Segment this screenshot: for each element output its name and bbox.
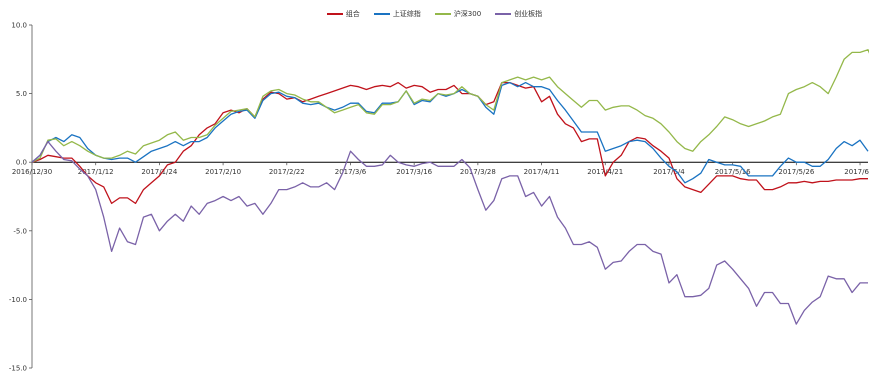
series-line-4 [31,140,868,325]
y-tick-label: 0.0 [16,159,27,167]
x-tick-label: 2017/5/26 [778,168,814,176]
legend-item: 创业板指 [495,9,542,19]
series-line-3 [31,49,869,163]
y-tick-label: 10.0 [11,22,27,30]
chart-legend: 组合 上证综指 沪深300 创业板指 [0,9,869,19]
x-tick-label: 2017/1/12 [78,168,114,176]
x-tick-label: 2017/3/16 [396,168,432,176]
x-tick-label: 2017/1/24 [141,168,177,176]
x-tick-label: 2017/3/28 [460,168,496,176]
legend-label: 沪深300 [453,10,482,18]
legend-item: 沪深300 [434,9,482,19]
legend-item: 上证综指 [373,9,421,19]
legend-label: 创业板指 [514,10,543,18]
legend-label: 组合 [345,10,360,18]
x-tick-label: 2017/2/22 [269,168,305,176]
y-tick-label: -10.0 [9,296,27,304]
legend-label: 上证综指 [392,10,421,18]
x-tick-label: 2017/5/16 [715,168,751,176]
x-tick-label: 2016/12/30 [12,168,52,176]
legend-swatch [326,13,343,15]
x-tick-label: 2017/6/9 [844,168,869,176]
y-tick-label: -5.0 [13,227,27,235]
x-tick-label: 2017/3/6 [335,168,367,176]
x-tick-label: 2017/4/11 [524,168,560,176]
legend-swatch [373,13,390,15]
series-line-1 [31,81,868,205]
legend-swatch [434,13,451,15]
x-tick-label: 2017/2/10 [205,168,241,176]
y-tick-label: 5.0 [16,90,27,98]
x-tick-label: 2017/5/4 [653,168,685,176]
legend-swatch [495,13,512,15]
x-tick-label: 2017/4/21 [587,168,623,176]
legend-item: 组合 [326,9,360,19]
y-tick-label: -15.0 [9,365,27,372]
